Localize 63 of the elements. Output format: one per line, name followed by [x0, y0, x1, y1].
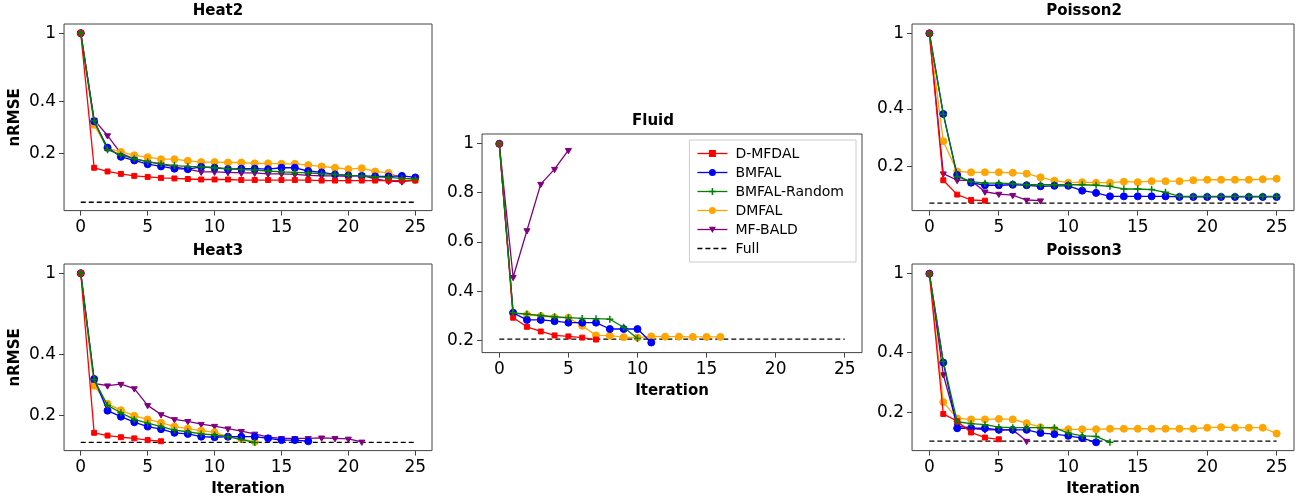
x-tick-label: 0 — [923, 216, 935, 237]
x-tick-label: 5 — [142, 216, 154, 237]
y-tick-label: 0.8 — [446, 181, 475, 202]
x-tick-label: 20 — [337, 456, 360, 477]
x-tick-label: 15 — [270, 216, 293, 237]
x-tick-label: 20 — [764, 358, 787, 379]
x-tick-label: 10 — [203, 216, 226, 237]
legend-label: BMFAL — [735, 164, 782, 181]
x-axis-title: Iteration — [211, 478, 285, 497]
x-tick-label: 25 — [1265, 216, 1288, 237]
y-tick-label: 1 — [893, 21, 905, 42]
x-tick-label: 0 — [493, 358, 505, 379]
y-tick-label: 1 — [45, 21, 57, 42]
x-axis-title: Iteration — [1066, 478, 1140, 497]
legend-label: Full — [735, 240, 760, 257]
x-tick-label: 20 — [1196, 216, 1219, 237]
legend-label: MF-BALD — [735, 221, 798, 238]
x-tick-label: 20 — [1196, 456, 1219, 477]
x-tick-label: 15 — [1126, 216, 1149, 237]
chart-title: Poisson3 — [1046, 240, 1122, 259]
y-tick-label: 1 — [463, 132, 475, 153]
legend-label: D-MFDAL — [735, 145, 800, 162]
y-tick-label: 0.4 — [28, 342, 57, 363]
x-tick-label: 25 — [1265, 456, 1288, 477]
x-axis-title: Iteration — [635, 380, 709, 399]
chart-title: Heat3 — [192, 240, 244, 259]
chart-title: Heat2 — [192, 0, 244, 19]
chart-title: Fluid — [632, 110, 674, 129]
x-tick-label: 0 — [923, 456, 935, 477]
x-tick-label: 25 — [404, 456, 427, 477]
y-tick-label: 1 — [893, 262, 905, 283]
x-tick-label: 10 — [1057, 456, 1080, 477]
x-tick-label: 5 — [562, 358, 574, 379]
legend-label: BMFAL-Random — [735, 183, 845, 200]
x-tick-label: 20 — [337, 216, 360, 237]
x-tick-label: 10 — [626, 358, 649, 379]
y-tick-label: 0.2 — [876, 400, 905, 421]
y-tick-label: 0.2 — [28, 141, 57, 162]
y-tick-label: 0.4 — [28, 90, 57, 111]
x-tick-label: 0 — [75, 216, 87, 237]
x-tick-label: 15 — [270, 456, 293, 477]
y-tick-label: 1 — [45, 261, 57, 282]
y-tick-label: 0.2 — [446, 328, 475, 349]
y-tick-label: 0.4 — [876, 97, 905, 118]
y-tick-label: 0.6 — [446, 230, 475, 251]
x-tick-label: 25 — [833, 358, 856, 379]
x-tick-label: 10 — [203, 456, 226, 477]
x-tick-label: 0 — [75, 456, 87, 477]
y-tick-label: 0.4 — [446, 279, 475, 300]
x-tick-label: 5 — [993, 216, 1005, 237]
x-tick-label: 10 — [1057, 216, 1080, 237]
y-tick-label: 0.2 — [876, 154, 905, 175]
x-tick-label: 5 — [142, 456, 154, 477]
x-tick-label: 25 — [404, 216, 427, 237]
y-tick-label: 0.2 — [28, 404, 57, 425]
x-tick-label: 5 — [993, 456, 1005, 477]
y-tick-label: 0.4 — [876, 341, 905, 361]
x-tick-label: 15 — [1126, 456, 1149, 477]
y-axis-title: nRMSE — [4, 328, 23, 387]
x-tick-label: 15 — [695, 358, 718, 379]
y-axis-title: nRMSE — [4, 88, 23, 147]
legend-label: DMFAL — [735, 202, 783, 219]
chart-title: Poisson2 — [1046, 0, 1122, 19]
